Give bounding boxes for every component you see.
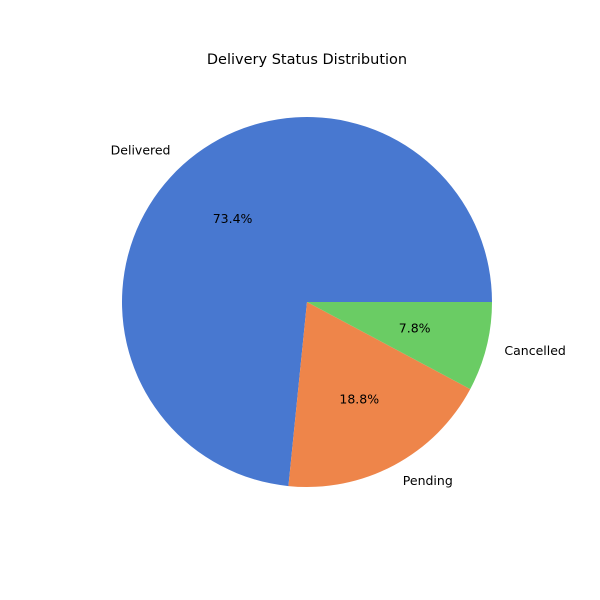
slice-delivered [122,117,493,487]
percent-delivered: 73.4% [213,211,253,226]
label-pending: Pending [403,473,453,488]
label-cancelled: Cancelled [504,343,565,358]
slice-pending [288,302,471,488]
slice-cancelled [307,302,492,390]
percent-cancelled: 7.8% [399,320,431,335]
chart-title: Delivery Status Distribution [207,52,407,68]
pie-slices [122,117,493,488]
percent-pending: 18.8% [339,391,379,406]
label-delivered: Delivered [111,143,171,158]
pie-labels: Delivered 73.4% Pending 18.8% Cancelled 7.8% [111,143,566,488]
